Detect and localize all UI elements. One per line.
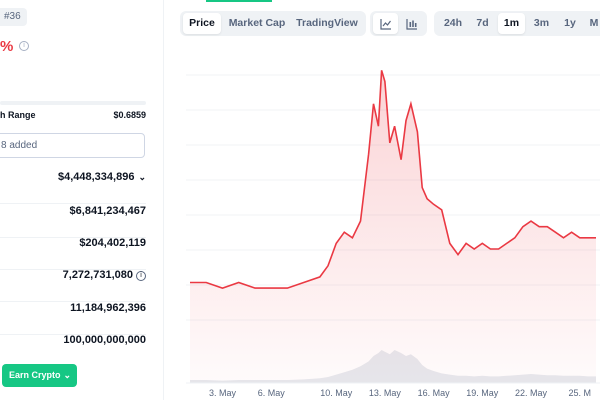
x-tick-label: 3. May bbox=[209, 388, 237, 398]
stat-row-total-supply: 11,184,962,396 bbox=[0, 301, 146, 335]
line-chart-icon[interactable] bbox=[373, 13, 398, 34]
price-series-line bbox=[190, 70, 596, 289]
x-tick-label: 10. May bbox=[320, 388, 353, 398]
stat-row-volume: $204,402,119 bbox=[0, 236, 146, 270]
price-area-fill bbox=[190, 70, 596, 384]
stat-value: 11,184,962,396 bbox=[70, 302, 146, 314]
candlestick-chart-icon[interactable] bbox=[399, 13, 424, 34]
rank-badge: #36 bbox=[0, 8, 27, 26]
watchlist-count-box[interactable]: 8 added bbox=[0, 133, 145, 158]
range-max[interactable]: M bbox=[589, 17, 599, 29]
stat-value: 7,272,731,080 i bbox=[63, 268, 146, 282]
range-3m[interactable]: 3m bbox=[533, 17, 550, 29]
view-tabs: Price Market Cap TradingView bbox=[180, 11, 366, 36]
earn-crypto-label: Earn Crypto bbox=[9, 370, 61, 380]
chevron-down-icon[interactable]: ⌄ bbox=[138, 172, 146, 182]
x-axis-ticks: 3. May 6. May 10. May 13. May 16. May 19. May… bbox=[209, 388, 591, 398]
x-tick-label: 22. May bbox=[515, 388, 548, 398]
stat-row-fdv: $6,841,234,467 bbox=[0, 204, 146, 238]
stat-value: $204,402,119 bbox=[79, 237, 146, 249]
x-tick-label: 13. May bbox=[369, 388, 402, 398]
x-tick-label: 6. May bbox=[258, 388, 286, 398]
tab-market-cap[interactable]: Market Cap bbox=[228, 17, 286, 29]
stat-value: $6,841,234,467 bbox=[69, 205, 146, 217]
tab-tradingview[interactable]: TradingView bbox=[296, 17, 358, 29]
range-1y[interactable]: 1y bbox=[564, 17, 576, 29]
panel-divider bbox=[163, 0, 164, 400]
earn-crypto-button[interactable]: Earn Crypto ⌄ bbox=[2, 364, 77, 387]
time-range-tabs: 24h 7d 1m 3m 1y M bbox=[434, 11, 600, 36]
price-change-percent: % bbox=[0, 38, 14, 55]
info-icon[interactable]: i bbox=[19, 41, 29, 51]
tab-price[interactable]: Price bbox=[183, 13, 221, 34]
stat-row-circulating-supply: 7,272,731,080 i bbox=[0, 268, 146, 302]
info-icon[interactable]: i bbox=[136, 271, 146, 281]
range-24h[interactable]: 24h bbox=[443, 17, 463, 29]
price-chart[interactable]: 3. May 6. May 10. May 13. May 16. May 19. May… bbox=[186, 40, 600, 400]
coin-stats-panel: #36 % i h Range $0.6859 8 added $4,448,3… bbox=[0, 0, 162, 400]
chevron-down-icon: ⌄ bbox=[63, 370, 71, 380]
x-tick-label: 19. May bbox=[466, 388, 499, 398]
stat-row-max-supply: 100,000,000,000 bbox=[0, 333, 146, 367]
range-7d[interactable]: 7d bbox=[476, 17, 489, 29]
chart-type-toggle bbox=[370, 11, 427, 36]
x-tick-label: 16. May bbox=[418, 388, 451, 398]
stat-value: 100,000,000,000 bbox=[63, 334, 146, 346]
range-high-value: $0.6859 bbox=[113, 110, 146, 120]
x-tick-label: 25. M bbox=[569, 388, 592, 398]
stat-value: $4,448,334,896 ⌄ bbox=[57, 171, 146, 183]
range-1m[interactable]: 1m bbox=[498, 13, 525, 34]
active-section-indicator bbox=[206, 0, 272, 2]
stat-row-market-cap[interactable]: $4,448,334,896 ⌄ bbox=[0, 170, 146, 204]
price-range-bar bbox=[0, 101, 146, 105]
range-label: h Range bbox=[0, 110, 36, 120]
